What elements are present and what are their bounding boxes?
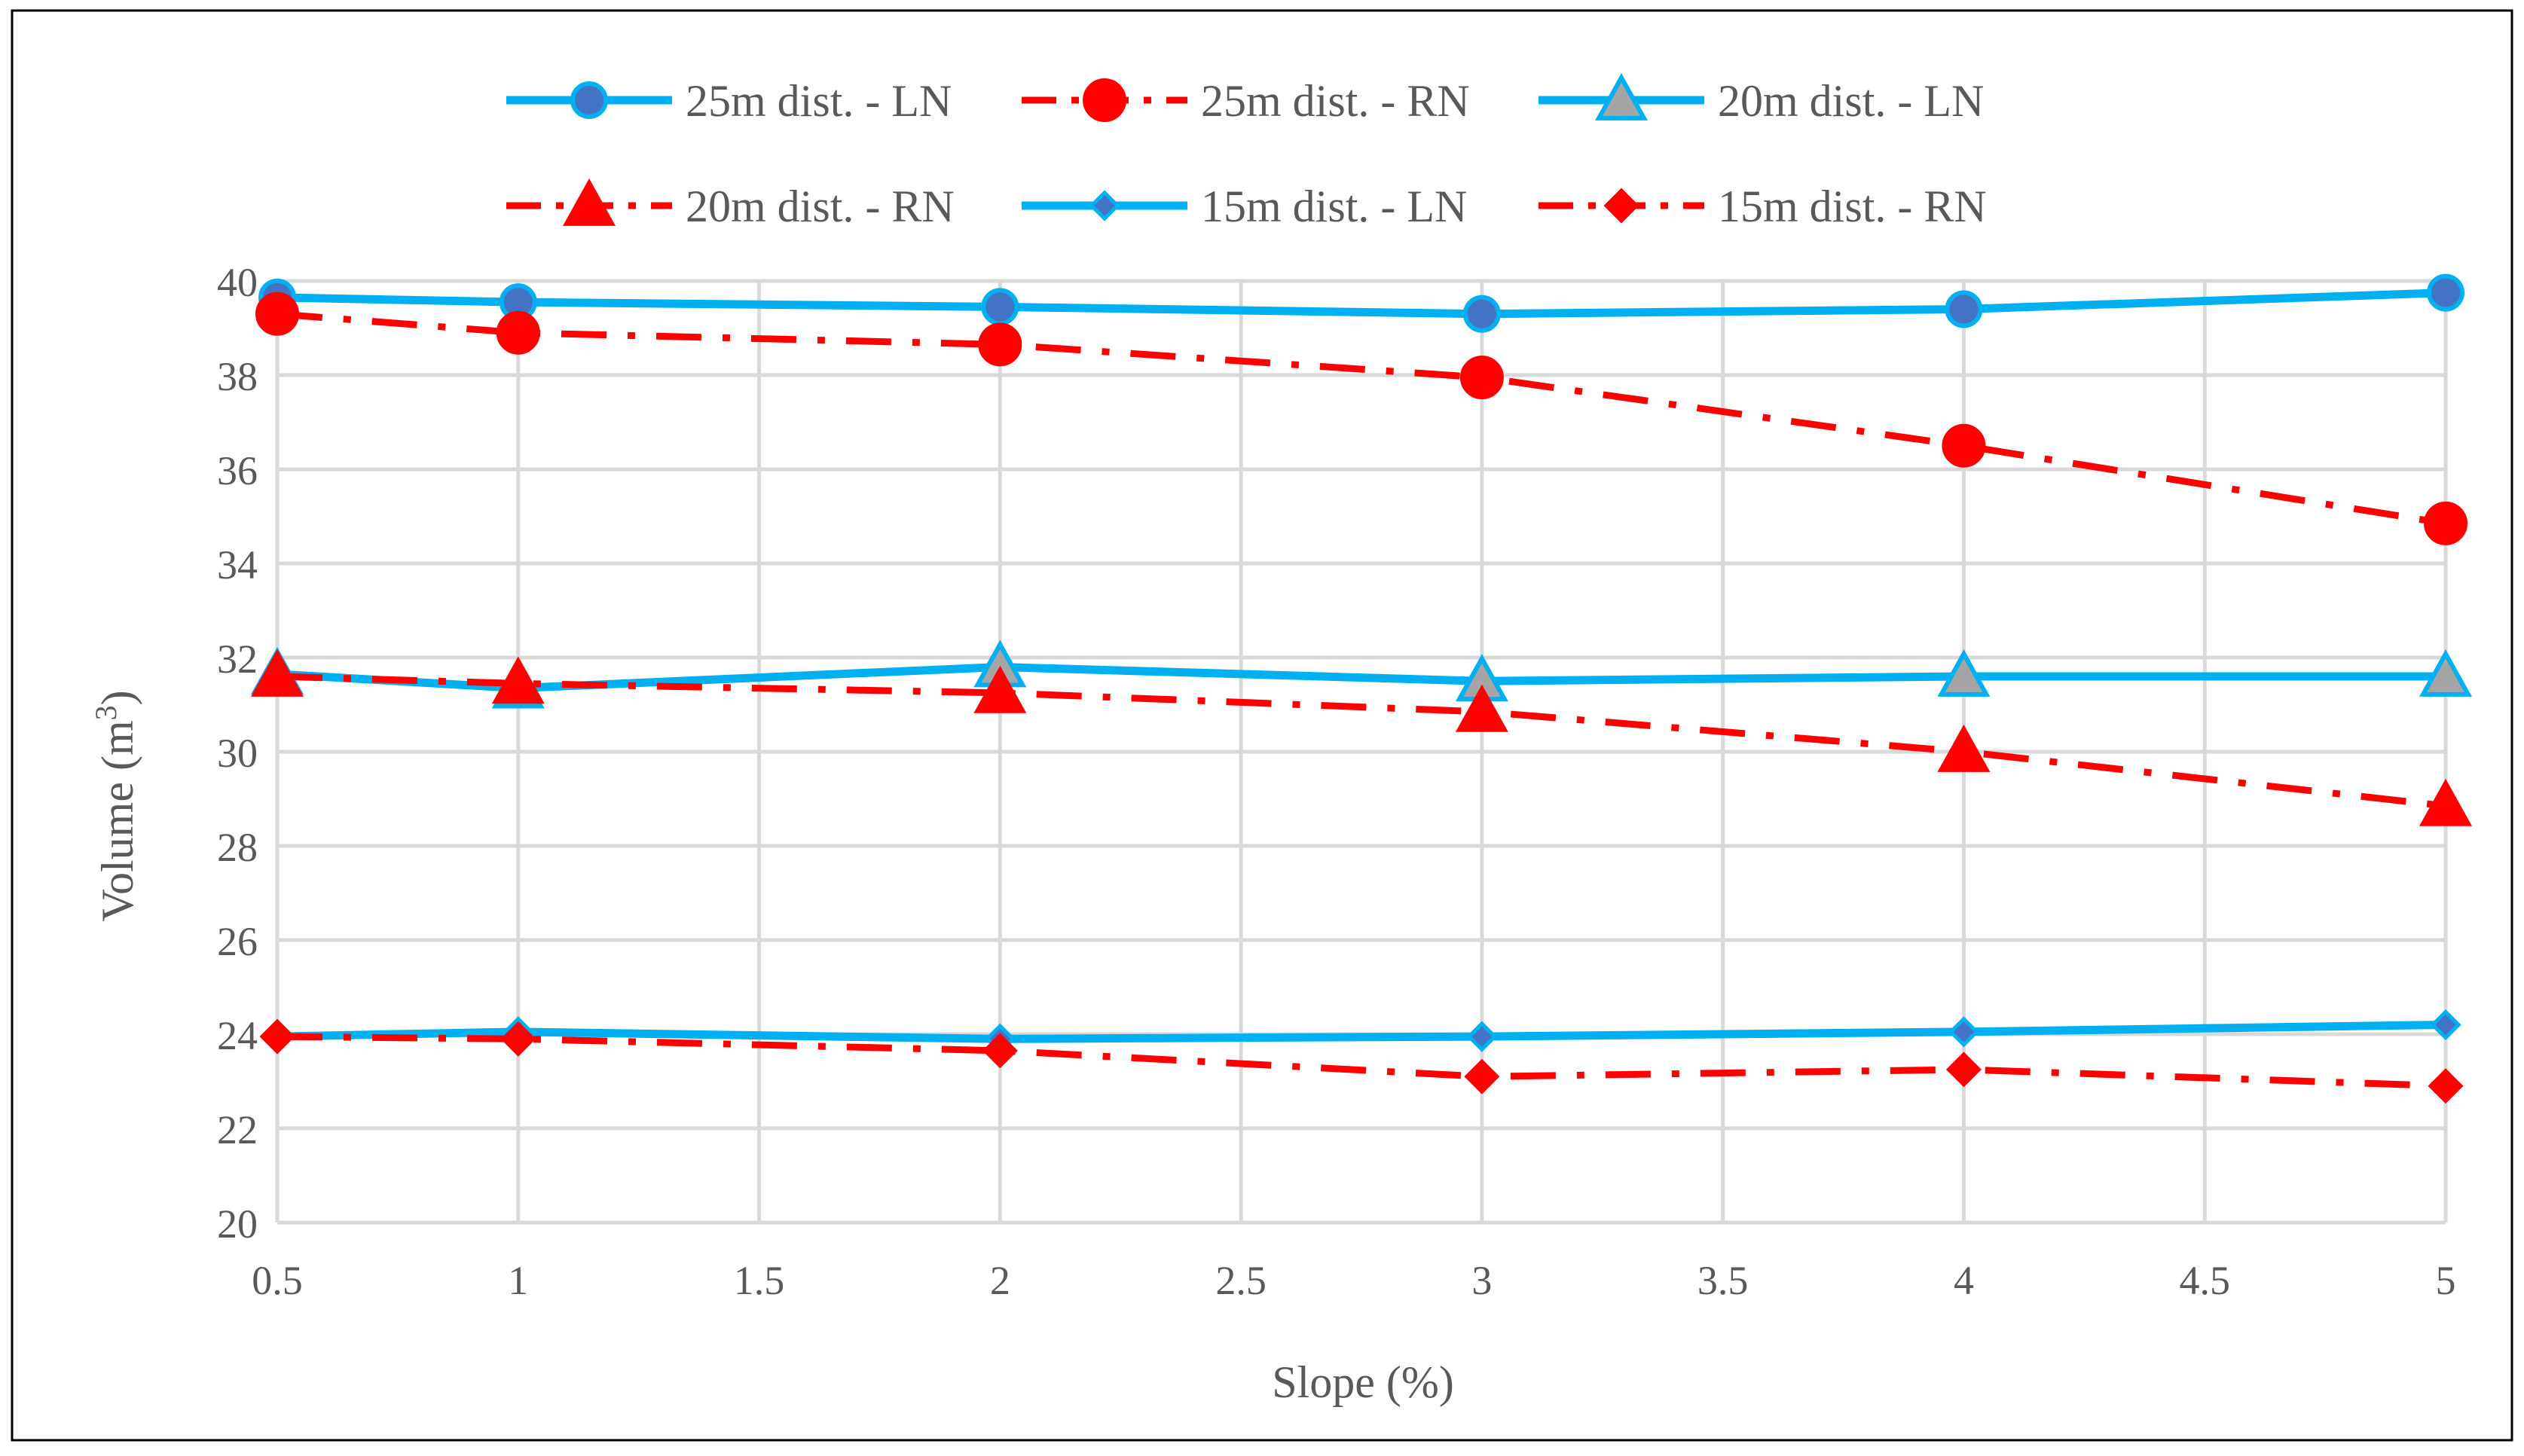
y-tick-label-20: 20 [217,1201,258,1247]
legend: 25m dist. - LN 25m dist. - RN 20m dist. - … [506,72,1987,231]
x-tick-label-0.5: 0.5 [252,1258,303,1303]
data-point-s1-5 [2424,501,2467,545]
data-point-s3-5 [2419,778,2472,826]
series-line-5 [277,1033,2446,1090]
y-tick-label-34: 34 [217,542,258,588]
x-tick-label-2: 2 [990,1258,1010,1303]
y-tick-label-28: 28 [217,825,258,870]
x-tick-label-2.5: 2.5 [1215,1258,1267,1303]
data-point-s3-2 [973,665,1027,713]
data-point-s2-5 [2419,649,2472,697]
x-tick-label-5: 5 [2436,1258,2456,1303]
y-tick-label-36: 36 [217,448,258,493]
data-point-s0-5 [2427,273,2464,312]
data-point-s5-0 [259,1018,295,1055]
data-point-s1-1 [496,310,540,355]
series-layer [251,273,2472,1104]
series-0 [258,273,2464,333]
data-point-s1-0 [255,292,299,336]
legend-label-4: 15m dist. - LN [1201,182,1467,231]
data-point-s5-5 [2428,1068,2464,1104]
data-point-s1-4 [1942,423,1986,468]
legend-item-5: 15m dist. - RN [1539,182,1987,231]
data-point-s3-3 [1455,684,1508,732]
data-point-s4-5 [2430,1009,2461,1041]
data-point-s5-1 [500,1021,536,1057]
data-point-s0-3 [1462,295,1501,333]
y-tick-label-40: 40 [217,260,258,305]
figure-border [11,9,2513,1442]
series-3 [251,649,2472,826]
x-tick-label-1: 1 [508,1258,528,1303]
legend-label-1: 25m dist. - RN [1201,76,1470,126]
series-5 [259,1018,2464,1104]
data-point-s3-4 [1937,724,1991,772]
data-point-s5-4 [1945,1052,1982,1088]
y-tick-label-22: 22 [217,1107,258,1152]
legend-label-5: 15m dist. - RN [1718,182,1987,231]
legend-marker-0 [570,81,608,119]
legend-label-2: 20m dist. - LN [1718,76,1984,126]
series-line-3 [277,673,2446,810]
data-point-s3-0 [251,649,304,697]
legend-item-1: 25m dist. - RN [1022,76,1470,126]
legend-marker-5 [1603,188,1639,224]
data-point-s1-3 [1459,356,1504,400]
legend-item-2: 20m dist. - LN [1539,72,1984,126]
legend-marker-3 [563,178,616,226]
series-line-2 [277,663,2446,693]
y-axis-title: Volume (m3) [89,690,142,921]
legend-marker-1 [1083,78,1126,122]
data-point-s0-4 [1945,290,1983,328]
axes: 20 22 24 26 28 30 32 34 36 38 40 0.5 1 1.5 2 2.5 3 3.5 4 4.… [217,260,2456,1303]
data-point-s1-2 [978,322,1022,367]
series-line-1 [277,310,2446,527]
y-tick-label-26: 26 [217,919,258,964]
data-point-s4-3 [1466,1021,1498,1052]
x-tick-label-4: 4 [1954,1258,1974,1303]
series-line-4 [277,1021,2446,1043]
legend-item-4: 15m dist. - LN [1022,182,1467,231]
legend-marker-2 [1595,72,1648,121]
data-point-s2-4 [1937,649,1991,697]
x-tick-label-3.5: 3.5 [1697,1258,1749,1303]
legend-label-0: 25m dist. - LN [686,76,952,126]
data-point-s0-2 [981,288,1019,326]
data-point-s4-4 [1948,1016,1980,1048]
data-point-s5-3 [1464,1058,1500,1094]
x-tick-label-3: 3 [1471,1258,1492,1303]
x-tick-label-1.5: 1.5 [734,1258,785,1303]
x-tick-label-4.5: 4.5 [2179,1258,2230,1303]
legend-item-0: 25m dist. - LN [506,76,952,126]
x-axis-title: Slope (%) [1272,1357,1454,1407]
data-point-s5-2 [982,1033,1018,1069]
series-line-0 [277,288,2446,319]
data-point-s3-1 [491,656,545,704]
y-tick-label-24: 24 [217,1013,258,1058]
y-tick-label-30: 30 [217,731,258,776]
y-tick-label-38: 38 [217,354,258,399]
y-tick-label-32: 32 [217,636,258,682]
series-1 [255,292,2467,545]
legend-item-3: 20m dist. - RN [506,178,955,231]
legend-label-3: 20m dist. - RN [686,182,955,231]
legend-marker-4 [1089,190,1120,221]
